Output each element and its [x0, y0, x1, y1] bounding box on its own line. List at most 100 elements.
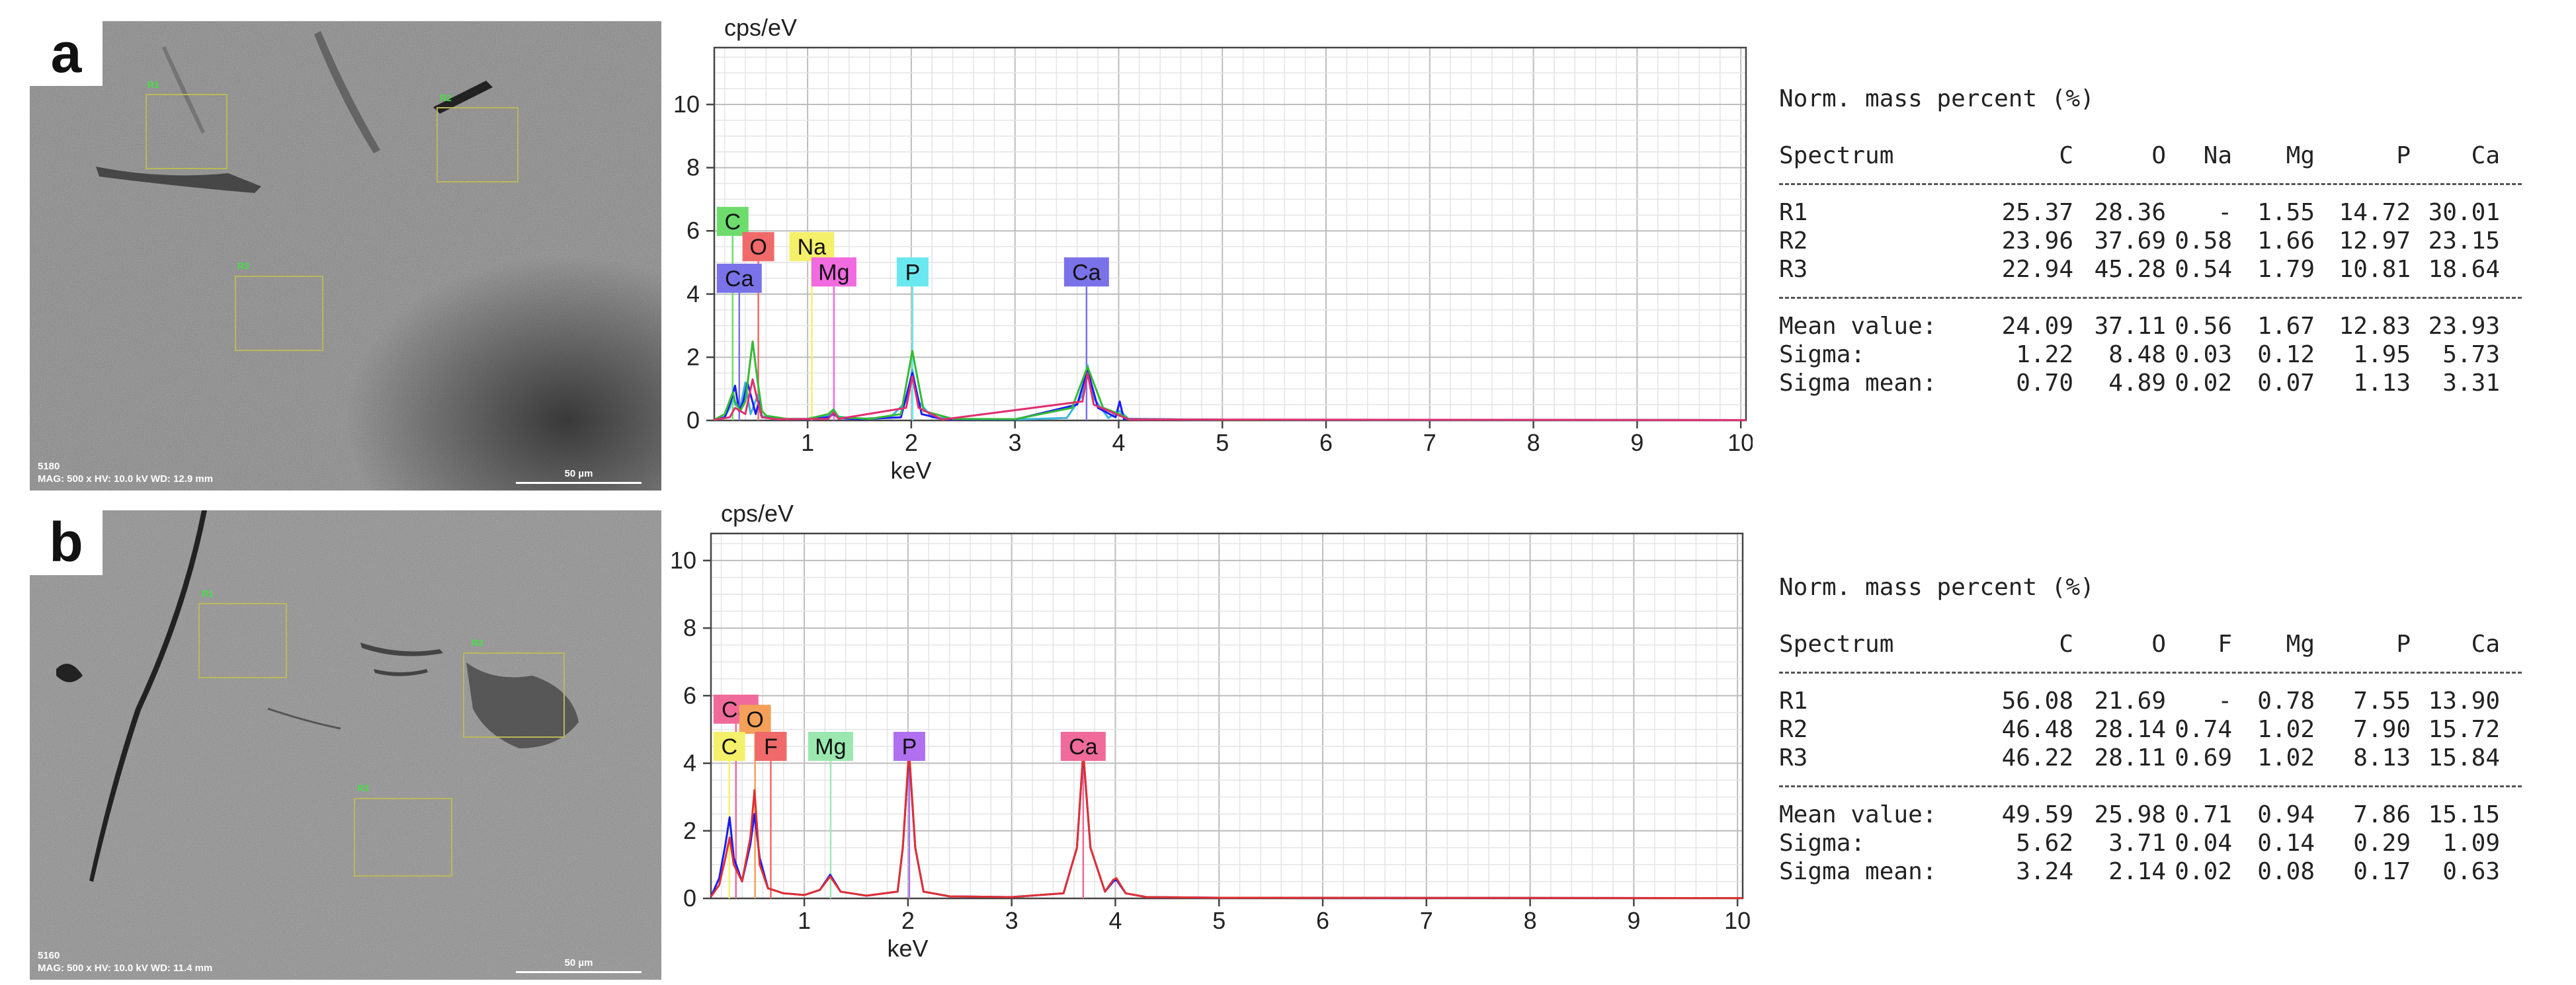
- scale-bar-label: 50 µm: [564, 957, 593, 968]
- sem-image: R1 R2 R3 5180 MAG: 500 x HV: 10.0 kV WD:…: [30, 21, 661, 491]
- sem-meta-line: 5180: [38, 461, 60, 472]
- y-tick-label: 0: [686, 407, 700, 434]
- table-cell: 24.09: [2001, 313, 2073, 340]
- table-cell: 1.02: [2257, 744, 2315, 771]
- table-cell: F: [2218, 631, 2232, 658]
- y-tick-label: 10: [670, 547, 696, 574]
- plot-frame: [710, 532, 1744, 900]
- table-cell: 0.07: [2257, 370, 2315, 397]
- peak-label: Ca: [716, 263, 762, 293]
- scale-bar-line: [516, 971, 642, 973]
- table-cell: 0.29: [2353, 830, 2411, 857]
- table-stats-row: Mean value: 24.09 37.11 0.56 1.67 12.83 23.93: [1779, 312, 2500, 340]
- x-tick-label: 5: [1216, 429, 1229, 456]
- table-cell: 23.15: [2428, 227, 2500, 255]
- sem-meta-line: MAG: 500 x HV: 10.0 kV WD: 12.9 mm: [38, 473, 214, 485]
- table-cell: 25.37: [2001, 199, 2073, 226]
- table-cell: 0.78: [2257, 688, 2315, 715]
- peak-label-box: [742, 232, 774, 262]
- table-cell: 1.66: [2257, 227, 2315, 255]
- panel-a: R1 R2 R3 5180 MAG: 500 x HV: 10.0 kV WD:…: [0, 0, 2576, 492]
- x-tick-label: 6: [1319, 429, 1333, 456]
- table-cell: Ca: [2471, 631, 2500, 658]
- peak-label-box: [739, 705, 771, 734]
- table-cell: R1: [1779, 199, 1808, 226]
- table-cell: 15.84: [2428, 744, 2500, 771]
- spectrum-series-line: [714, 340, 1747, 421]
- table-cell: 3.24: [2016, 858, 2073, 885]
- table-cell: 12.97: [2339, 227, 2411, 255]
- chart-grid: [711, 533, 1743, 899]
- table-cell: 18.64: [2428, 256, 2500, 283]
- table-cell: 28.14: [2094, 716, 2166, 743]
- peak-label-text: Mg: [818, 260, 849, 285]
- table-cell: 7.90: [2353, 716, 2411, 743]
- table-cell: 1.95: [2353, 341, 2411, 368]
- roi-label: R2: [472, 637, 483, 648]
- table-cell: 0.69: [2175, 744, 2232, 771]
- table-cell: 3.31: [2442, 370, 2500, 397]
- table-stats-row: Sigma: 5.62 3.71 0.04 0.14 0.29 1.09: [1779, 829, 2500, 857]
- table-cell: Sigma:: [1779, 830, 1866, 857]
- mass-percent-table: Norm. mass percent (%) Spectrum C O Na Mg P Ca R…: [1779, 85, 2522, 397]
- x-tick-label: 7: [1420, 907, 1433, 934]
- peak-label-text: F: [764, 734, 778, 760]
- x-tick-label: 3: [1009, 429, 1022, 456]
- table-cell: 0.58: [2175, 227, 2232, 255]
- peak-label: P: [896, 257, 929, 287]
- peak-label: P: [893, 732, 925, 761]
- x-tick-label: 2: [901, 907, 915, 934]
- table-row: R2 46.48 28.14 0.74 1.02 7.90 15.72: [1779, 715, 2500, 744]
- peak-label: Ca: [1060, 732, 1106, 761]
- peak-label-text: C: [721, 734, 737, 760]
- peak-label-text: Mg: [815, 734, 846, 760]
- table-cell: 1.55: [2257, 199, 2315, 226]
- sem-texture: [30, 21, 661, 491]
- table-cell: R1: [1779, 688, 1808, 715]
- table-cell: 15.15: [2428, 801, 2500, 828]
- table-cell: 4.89: [2108, 370, 2166, 397]
- table-stats-row: Sigma: 1.22 8.48 0.03 0.12 1.95 5.73: [1779, 340, 2500, 369]
- peak-label: Mg: [811, 257, 856, 287]
- table-divider: [1779, 772, 2522, 801]
- table-header-row: Spectrum C O F Mg P Ca: [1779, 630, 2500, 658]
- peak-label-box: [713, 732, 745, 761]
- y-tick-label: 6: [683, 682, 696, 709]
- table-cell: 1.02: [2257, 716, 2315, 743]
- table-cell: 5.62: [2016, 830, 2073, 857]
- sem-metadata: 5160 MAG: 500 x HV: 10.0 kV WD: 11.4 mm: [38, 949, 212, 974]
- table-cell: Mg: [2286, 631, 2315, 658]
- table-cell: 2.14: [2108, 858, 2166, 885]
- peak-label-text: Ca: [725, 266, 754, 292]
- panel-b: R1 R2 R3 5160 MAG: 500 x HV: 10.0 kV WD:…: [0, 492, 2576, 985]
- peak-label: C: [713, 732, 745, 761]
- table-cell: P: [2396, 142, 2411, 169]
- peak-label-box: [896, 257, 929, 287]
- table-cell: C: [2059, 142, 2073, 169]
- table-cell: 0.71: [2175, 801, 2232, 828]
- x-tick-label: 9: [1627, 907, 1640, 934]
- table-cell: 23.93: [2428, 313, 2500, 340]
- plot-frame: [713, 46, 1747, 422]
- table-cell: 0.14: [2257, 830, 2315, 857]
- table-cell: 8.48: [2108, 341, 2166, 368]
- table-cell: 22.94: [2001, 256, 2073, 283]
- peak-label: Mg: [808, 732, 853, 761]
- scale-bar-label: 50 µm: [564, 468, 593, 479]
- table-cell: 10.81: [2339, 256, 2411, 283]
- table-cell: 0.94: [2257, 801, 2315, 828]
- table-cell: 0.02: [2175, 370, 2232, 397]
- table-cell: 1.13: [2353, 370, 2411, 397]
- x-tick-label: 4: [1112, 429, 1125, 456]
- table-cell: Sigma mean:: [1779, 858, 1937, 885]
- y-tick-label: 6: [686, 217, 700, 244]
- spectrum-series-line: [714, 372, 1747, 421]
- table-cell: 45.28: [2094, 256, 2166, 283]
- table-cell: Sigma mean:: [1779, 370, 1937, 397]
- table-row: R3 46.22 28.11 0.69 1.02 8.13 15.84: [1779, 744, 2500, 772]
- table-cell: Mean value:: [1779, 801, 1937, 828]
- table-cell: Na: [2203, 142, 2232, 169]
- table-cell: 12.83: [2339, 313, 2411, 340]
- table-header-row: Spectrum C O Na Mg P Ca: [1779, 141, 2500, 170]
